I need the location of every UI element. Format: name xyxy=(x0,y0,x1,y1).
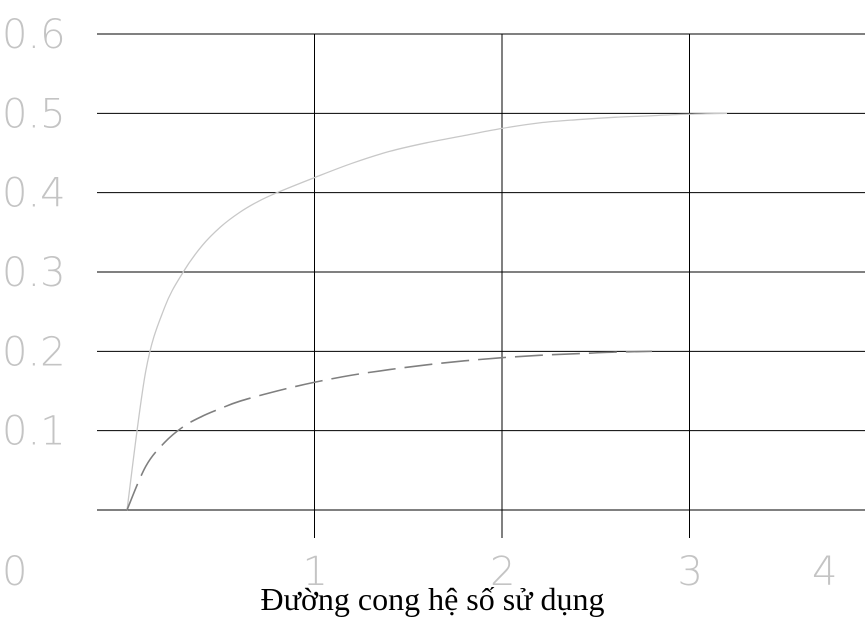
series-line-dashed xyxy=(126,350,653,511)
chart-tick-labels: 0.1 0.2 0.3 0.4 0.5 0.6 0 1 2 3 4 xyxy=(2,12,837,595)
series-line-solid xyxy=(126,112,728,511)
x-tick-label: 4 xyxy=(812,549,837,595)
x-tick-label: 1 xyxy=(303,549,328,595)
y-tick-label: 0.1 xyxy=(2,409,66,455)
x-tick-label: 2 xyxy=(490,549,515,595)
chart-grid xyxy=(97,33,865,538)
y-tick-label: 0.6 xyxy=(2,12,66,58)
y-tick-label: 0.4 xyxy=(2,171,66,217)
y-tick-label: 0.2 xyxy=(2,329,66,375)
chart-caption: Đường cong hệ số sử dụng xyxy=(260,581,605,617)
x-tick-label: 3 xyxy=(678,549,703,595)
chart-series xyxy=(126,112,728,511)
x-tick-label: 0 xyxy=(2,549,27,595)
y-tick-label: 0.5 xyxy=(2,91,66,137)
y-tick-label: 0.3 xyxy=(2,250,66,296)
